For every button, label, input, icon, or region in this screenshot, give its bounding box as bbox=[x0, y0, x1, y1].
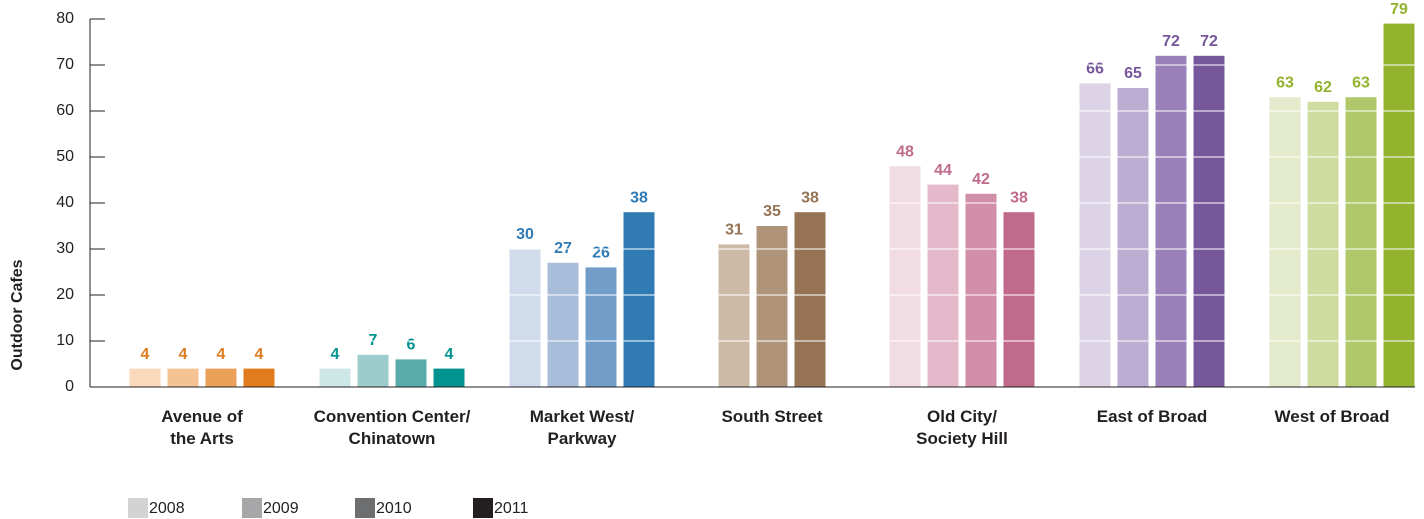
bar bbox=[1345, 97, 1377, 387]
bar bbox=[965, 193, 997, 387]
legend-label: 2009 bbox=[263, 500, 299, 517]
value-label: 4 bbox=[179, 346, 188, 363]
value-label: 66 bbox=[1086, 61, 1104, 78]
legend-swatch bbox=[128, 498, 148, 518]
y-tick-label: 70 bbox=[56, 56, 74, 73]
y-tick-label: 80 bbox=[56, 10, 74, 27]
value-label: 44 bbox=[934, 162, 952, 179]
y-tick-label: 60 bbox=[56, 102, 74, 119]
value-label: 4 bbox=[217, 346, 226, 363]
value-label: 63 bbox=[1352, 74, 1370, 91]
bar bbox=[357, 354, 389, 387]
value-label: 38 bbox=[630, 189, 648, 206]
bar bbox=[1307, 101, 1339, 388]
bar bbox=[623, 212, 655, 387]
value-label: 72 bbox=[1200, 33, 1218, 50]
bar bbox=[1117, 88, 1149, 387]
x-tick-label: Convention Center/ Chinatown bbox=[313, 407, 471, 448]
bar bbox=[1079, 83, 1111, 388]
bar bbox=[1383, 23, 1415, 387]
value-label: 4 bbox=[141, 346, 150, 363]
value-label: 62 bbox=[1314, 79, 1332, 96]
value-label: 31 bbox=[725, 222, 743, 239]
legend-label: 2010 bbox=[376, 500, 412, 517]
bar bbox=[1269, 97, 1301, 387]
legend-label: 2011 bbox=[494, 500, 529, 517]
x-tick-label: West of Broad bbox=[1274, 407, 1390, 426]
bar bbox=[243, 368, 275, 387]
x-tick-label: South Street bbox=[721, 407, 823, 426]
value-label: 65 bbox=[1124, 65, 1142, 82]
value-label: 38 bbox=[1010, 189, 1028, 206]
bar bbox=[395, 359, 427, 387]
value-label: 4 bbox=[255, 346, 264, 363]
x-tick-label: East of Broad bbox=[1096, 407, 1208, 426]
bar bbox=[509, 249, 541, 387]
y-tick-label: 30 bbox=[56, 240, 74, 257]
bar bbox=[718, 244, 750, 387]
bar bbox=[794, 212, 826, 387]
value-label: 63 bbox=[1276, 74, 1294, 91]
bar bbox=[547, 262, 579, 387]
x-tick-label: Avenue of the Arts bbox=[161, 407, 243, 448]
y-tick-label: 10 bbox=[56, 332, 74, 349]
bar bbox=[1193, 55, 1225, 388]
bar bbox=[1155, 55, 1187, 388]
legend-swatch bbox=[473, 498, 493, 518]
value-label: 42 bbox=[972, 171, 990, 188]
legend-label: 2008 bbox=[149, 500, 185, 517]
value-label: 72 bbox=[1162, 33, 1180, 50]
y-tick-label: 50 bbox=[56, 148, 74, 165]
value-label: 48 bbox=[896, 143, 914, 160]
legend-swatch bbox=[242, 498, 262, 518]
bar bbox=[433, 368, 465, 387]
x-tick-label: Market West/ Parkway bbox=[529, 407, 635, 448]
bar bbox=[1003, 212, 1035, 387]
value-label: 6 bbox=[407, 337, 416, 354]
legend-swatch bbox=[355, 498, 375, 518]
bar bbox=[889, 166, 921, 387]
bar bbox=[205, 368, 237, 387]
value-label: 26 bbox=[592, 245, 610, 262]
value-label: 35 bbox=[763, 203, 781, 220]
value-label: 4 bbox=[445, 346, 454, 363]
y-axis-label: Outdoor Cafes bbox=[9, 259, 26, 370]
y-tick-label: 40 bbox=[56, 194, 74, 211]
x-tick-label: Old City/ Society Hill bbox=[916, 407, 1008, 448]
bar bbox=[319, 368, 351, 387]
value-label: 79 bbox=[1390, 1, 1408, 18]
bar bbox=[129, 368, 161, 387]
bar bbox=[927, 184, 959, 387]
bar bbox=[756, 226, 788, 387]
value-label: 4 bbox=[331, 346, 340, 363]
value-label: 30 bbox=[516, 226, 534, 243]
y-tick-label: 20 bbox=[56, 286, 74, 303]
value-label: 38 bbox=[801, 189, 819, 206]
y-tick-label: 0 bbox=[65, 378, 74, 395]
bar bbox=[167, 368, 199, 387]
bar bbox=[585, 267, 617, 387]
